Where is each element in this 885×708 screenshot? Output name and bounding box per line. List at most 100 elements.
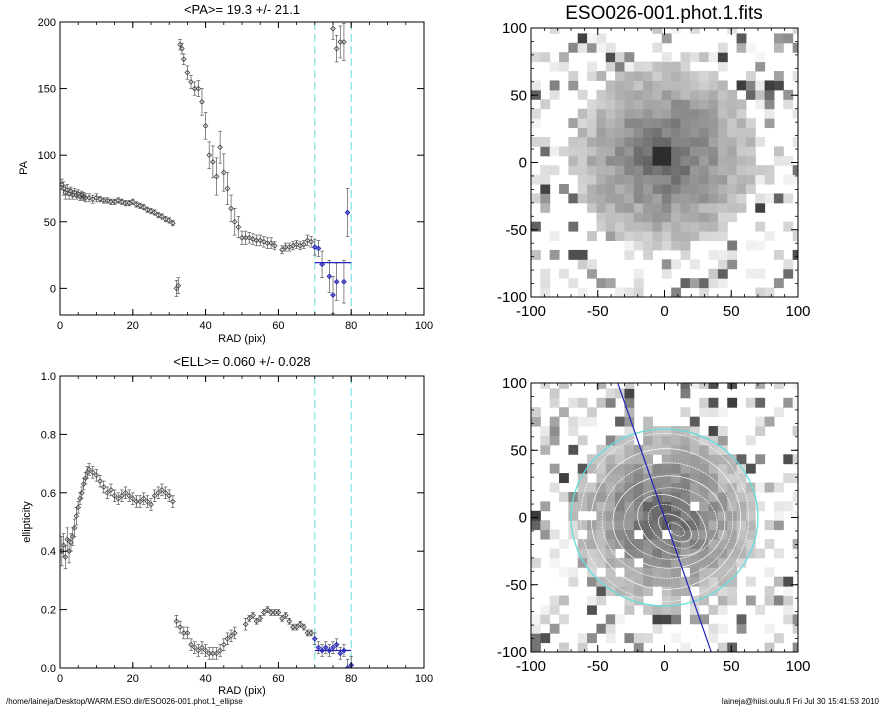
image-pixel	[689, 491, 700, 502]
image-pixel	[652, 71, 663, 81]
image-pixel	[605, 501, 616, 512]
image-pixel	[736, 99, 747, 110]
image-pixel	[652, 529, 663, 540]
data-point	[235, 224, 242, 230]
image-pixel	[661, 576, 672, 587]
image-pixel	[568, 80, 579, 91]
image-pixel	[596, 548, 607, 559]
image-pixel	[708, 174, 719, 185]
image-pixel	[708, 491, 719, 502]
image-pixel	[727, 397, 738, 408]
image-pixel	[661, 604, 672, 615]
image-pixel	[615, 454, 625, 465]
image-pixel	[736, 529, 747, 540]
image-pixel	[680, 586, 691, 597]
image-pixel	[596, 444, 607, 455]
image-pixel	[783, 174, 794, 185]
image-pixel	[549, 623, 560, 634]
image-pixel	[764, 231, 775, 242]
image-pixel	[680, 642, 691, 652]
image-pixel	[736, 454, 747, 465]
image-pixel	[727, 193, 738, 204]
data-point	[86, 194, 92, 201]
image-pixel	[773, 520, 784, 531]
image-pixel	[745, 136, 756, 147]
image-pixel	[708, 604, 719, 615]
image-pixel	[549, 463, 560, 474]
image-pixel	[633, 136, 644, 147]
image-pixel	[605, 52, 616, 63]
image-pixel	[577, 397, 588, 408]
image-pixel	[755, 426, 766, 436]
image-pixel	[736, 557, 747, 568]
image-pixel	[661, 557, 672, 568]
image-pixel	[661, 127, 672, 138]
image-pixel	[661, 435, 672, 446]
image-pixel	[717, 482, 728, 493]
image-pixel	[736, 42, 747, 53]
image-pixel	[792, 28, 798, 34]
image-pixel	[596, 89, 607, 100]
image-pixel	[745, 155, 756, 166]
image-pixel	[624, 435, 635, 446]
image-pixel	[624, 193, 635, 204]
image-pixel	[549, 595, 560, 606]
image-pixel	[764, 642, 775, 652]
image-pixel	[568, 567, 579, 578]
image-pixel	[633, 287, 644, 297]
image-pixel	[605, 482, 616, 493]
image-pixel	[596, 193, 607, 204]
data-point	[144, 498, 151, 505]
image-pixel	[783, 397, 794, 408]
data-point	[173, 618, 180, 625]
image-pixel	[577, 482, 588, 493]
image-pixel	[559, 595, 569, 606]
image-pixel	[615, 416, 625, 427]
data-point	[104, 489, 111, 496]
image-pixel	[745, 576, 756, 587]
image-pixel	[624, 473, 635, 484]
image-pixel	[661, 463, 672, 474]
image-pixel	[708, 567, 719, 578]
image-pixel	[596, 586, 607, 597]
image-pixel	[605, 193, 616, 204]
image-pixel	[577, 539, 588, 549]
data-point	[271, 242, 278, 249]
image-pixel	[755, 174, 766, 185]
image-pixel	[605, 473, 616, 484]
image-pixel	[549, 435, 560, 446]
image-pixel	[699, 127, 710, 138]
image-pixel	[633, 231, 644, 242]
image-pixel	[671, 491, 682, 502]
x-tick-label: 60	[272, 320, 284, 332]
image-pixel	[661, 165, 672, 176]
image-pixel	[633, 501, 644, 512]
image-pixel	[596, 501, 607, 512]
image-pixel	[531, 80, 541, 91]
image-pixel	[633, 633, 644, 644]
image-pixel	[717, 89, 728, 100]
image-pixel	[755, 482, 766, 493]
image-pixel	[727, 184, 738, 194]
image-pixel	[708, 586, 719, 597]
image-pixel	[773, 633, 784, 644]
galaxy-image-panel: ESO026-001.phot.1.fits -100 -50 0 50 100 -100…	[497, 3, 811, 320]
pa-ylabel: PA	[18, 160, 30, 175]
data-point	[144, 206, 151, 213]
image-pixel	[708, 482, 719, 493]
image-pixel	[783, 595, 794, 606]
image-pixel	[559, 642, 569, 652]
image-pixel	[605, 155, 616, 166]
x-tick-label: 100	[415, 320, 433, 332]
data-point	[231, 630, 238, 636]
image-pixel	[680, 491, 691, 502]
data-point	[206, 650, 213, 657]
image-pixel	[699, 80, 710, 91]
data-point	[228, 205, 234, 212]
image-pixel	[773, 80, 784, 91]
image-pixel	[587, 99, 597, 110]
data-point	[224, 635, 231, 642]
image-pixel	[531, 174, 541, 185]
image-pixel	[736, 184, 747, 194]
image-pixel	[633, 595, 644, 606]
